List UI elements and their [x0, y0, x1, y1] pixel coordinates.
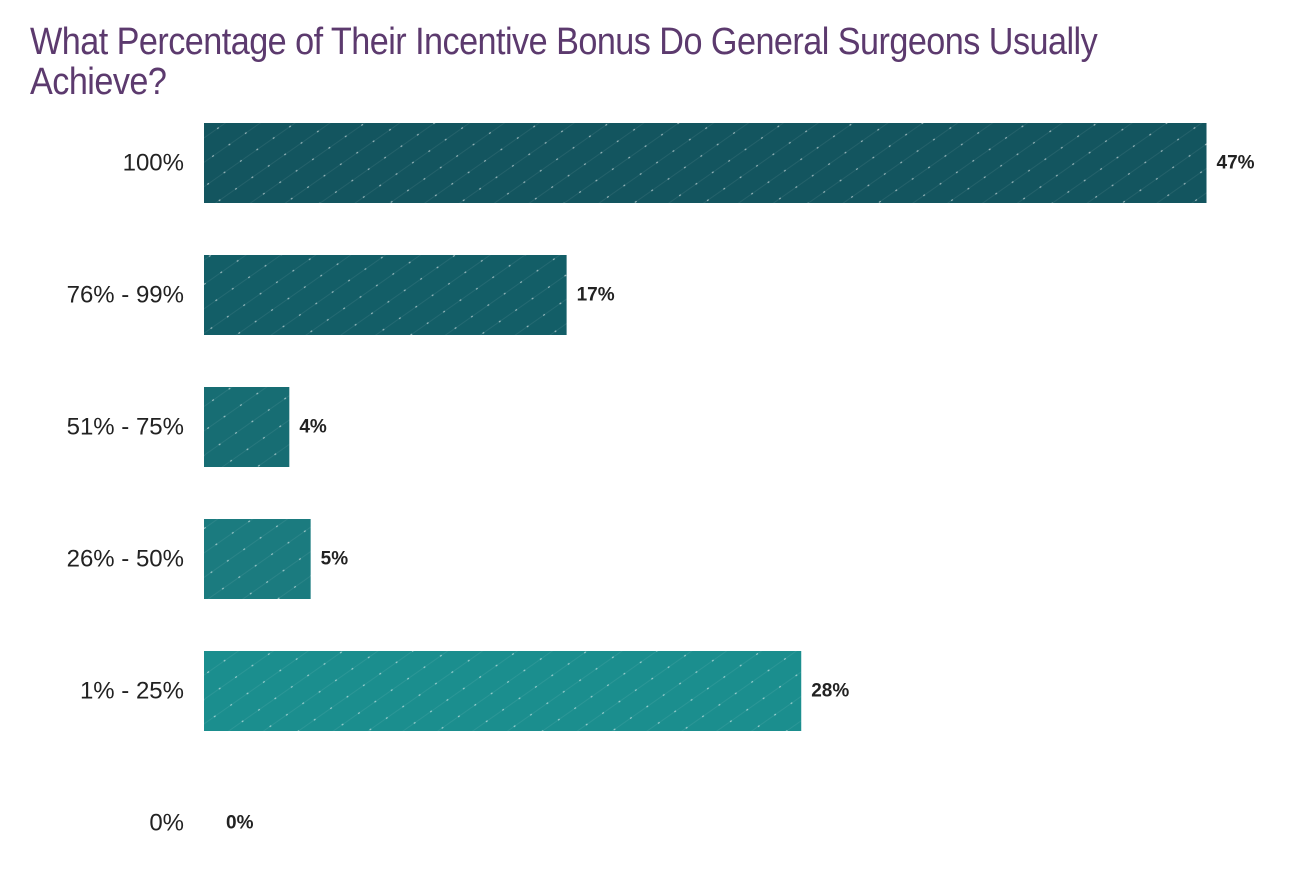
category-label: 76% - 99%: [67, 282, 184, 309]
bar-texture: [204, 519, 311, 599]
value-label: 47%: [1217, 153, 1255, 174]
value-label: 4%: [299, 417, 327, 438]
bar-texture: [204, 651, 802, 731]
category-label: 51% - 75%: [67, 414, 184, 441]
category-label: 26% - 50%: [67, 546, 184, 573]
value-label: 0%: [226, 813, 254, 834]
chart-title: What Percentage of Their Incentive Bonus…: [30, 21, 1098, 103]
value-label: 5%: [321, 549, 349, 570]
bar-texture: [204, 123, 1207, 203]
bar-texture: [204, 387, 290, 467]
value-label: 28%: [811, 681, 849, 702]
category-label: 100%: [123, 150, 184, 177]
category-label: 1% - 25%: [80, 678, 184, 705]
value-label: 17%: [577, 285, 615, 306]
bar-texture: [204, 255, 567, 335]
category-label: 0%: [149, 810, 184, 837]
bars-layer: 100% 47% 76% - 99% 17% 51% - 75% 4% 26% - 50% 5…: [67, 123, 1255, 837]
